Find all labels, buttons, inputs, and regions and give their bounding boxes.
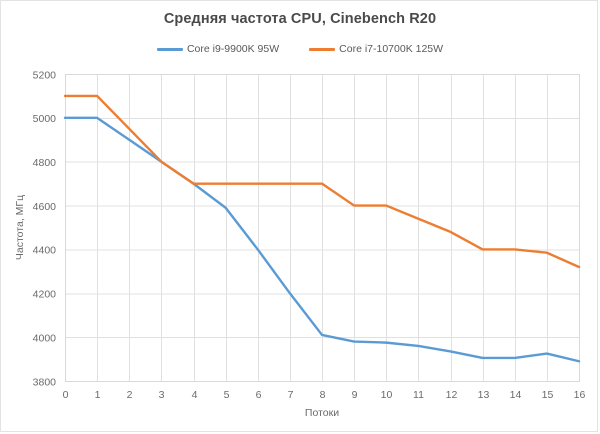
chart-legend: Core i9-9900K 95W Core i7-10700K 125W xyxy=(1,43,597,55)
x-tick-label: 11 xyxy=(413,389,424,401)
y-tick-label: 5000 xyxy=(33,113,57,125)
x-tick-label: 7 xyxy=(288,389,294,401)
legend-item-series-1[interactable]: Core i9-9900K 95W xyxy=(156,43,280,55)
legend-color-swatch-series-2 xyxy=(309,47,336,51)
x-tick-label: 5 xyxy=(224,389,230,401)
y-tick-label: 4000 xyxy=(33,332,57,344)
y-tick-label: 4400 xyxy=(33,245,57,257)
y-tick-label: 4200 xyxy=(33,289,57,301)
x-tick-label: 12 xyxy=(446,389,458,401)
y-tick-label: 5200 xyxy=(33,69,57,81)
plot-border xyxy=(65,74,580,382)
x-tick-label: 2 xyxy=(127,389,133,401)
x-tick-label: 14 xyxy=(510,389,522,401)
y-tick-label: 4800 xyxy=(33,157,57,169)
y-tick-label: 3800 xyxy=(33,376,57,388)
x-tick-label: 10 xyxy=(381,389,393,401)
series-line-1 xyxy=(63,116,581,363)
x-tick-label: 15 xyxy=(542,389,554,401)
chart-title: Средняя частота CPU, Cinebench R20 xyxy=(163,11,437,27)
x-tick-label: 1 xyxy=(95,389,101,401)
x-tick-label: 8 xyxy=(320,389,326,401)
x-tick-labels: 0 1 2 3 4 5 6 7 8 9 10 11 12 13 14 15 16 xyxy=(63,389,586,401)
y-tick-label: 4600 xyxy=(33,201,57,213)
x-tick-label: 16 xyxy=(574,389,586,401)
x-tick-label: 13 xyxy=(478,389,490,401)
x-axis-title: Потоки xyxy=(305,407,339,419)
x-tick-label: 0 xyxy=(63,389,69,401)
legend-item-series-2[interactable]: Core i7-10700K 125W xyxy=(309,43,443,55)
y-axis-title: Частота, МГц xyxy=(14,195,26,260)
series-lines xyxy=(63,94,581,363)
series-line-2 xyxy=(63,94,581,269)
legend-color-swatch-series-1 xyxy=(156,47,183,51)
legend-label-series-1: Core i9-9900K 95W xyxy=(186,43,280,55)
y-tick-labels: 3800 4000 4200 4400 4600 4800 5000 5200 xyxy=(33,69,57,388)
x-tick-label: 9 xyxy=(352,389,358,401)
x-tick-label: 6 xyxy=(256,389,262,401)
x-tick-label: 3 xyxy=(159,389,165,401)
legend-label-series-2: Core i7-10700K 125W xyxy=(339,43,444,55)
x-tick-label: 4 xyxy=(192,389,198,401)
